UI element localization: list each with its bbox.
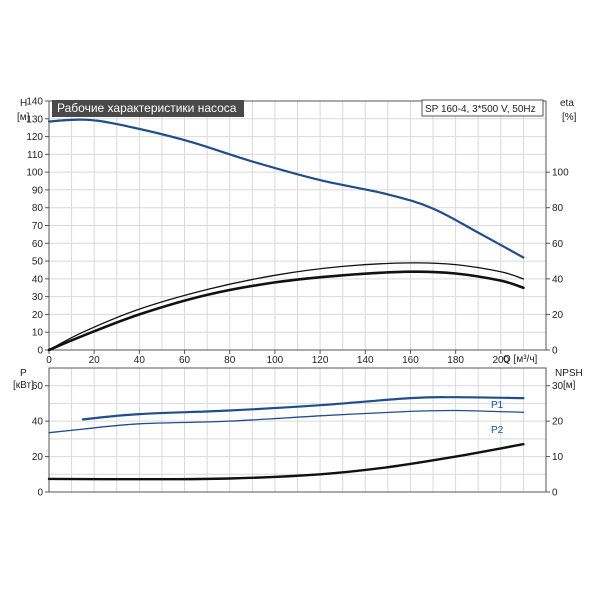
x-tick-label: 120 [312,355,329,366]
bottom-right-tick-label: 20 [552,417,564,428]
top-left-tick-label: 50 [32,257,44,268]
bottom-right-tick-label: 0 [552,488,558,499]
bottom-left-tick-label: 0 [37,488,43,499]
top-left-tick-label: 20 [32,310,44,321]
model-box [421,99,544,117]
x-tick-label: 160 [402,355,419,366]
x-tick-label: 100 [267,355,284,366]
series-label-p2: P2 [491,425,504,436]
top-panel-grid [49,101,546,350]
top-left-tick-label: 70 [32,221,44,232]
efficiency-curve-1 [48,262,525,351]
top-panel-series [47,118,525,352]
top-right-axis-label: eta [560,98,574,109]
top-right-tick-label: 20 [552,310,564,321]
top-right-tick-label: 60 [552,239,564,250]
top-left-tick-label: 80 [32,203,44,214]
bottom-right-axis-label: NPSH [555,368,583,379]
efficiency-curve-2 [47,270,525,352]
top-right-tick-label: 80 [552,203,564,214]
x-axis-label: Q [м³/ч] [503,354,538,365]
top-right-tick-label: 100 [552,168,569,179]
x-tick-label: 60 [179,355,191,366]
bottom-right-axis-unit: [м] [563,380,576,391]
bottom-left-tick-label: 40 [32,417,44,428]
bottom-panel-series [47,396,525,481]
bottom-right-tick-label: 30 [552,381,564,392]
bottom-left-axis-label: P [20,368,27,379]
top-right-tick-label: 0 [552,346,558,357]
x-tick-label: 140 [357,355,374,366]
bottom-right-tick-label: 10 [552,452,564,463]
x-tick-label: 200 [492,355,509,366]
bottom-panel-ticks: 0 20 40 60 0 10 20 30 [32,381,564,498]
top-left-axis-label: H [20,98,27,109]
bottom-left-tick-label: 60 [32,381,44,392]
top-left-tick-label: 100 [26,168,43,179]
x-tick-label: 20 [89,355,101,366]
bottom-left-axis-unit: [кВт] [13,380,34,391]
x-tick-label: 40 [134,355,146,366]
top-left-axis-unit: [м] [17,112,30,123]
top-left-tick-label: 10 [32,328,44,339]
head-curve [47,118,525,259]
top-left-tick-label: 140 [26,97,43,108]
top-left-tick-label: 110 [27,150,43,161]
npsh-curve [47,443,525,481]
top-left-tick-label: 30 [32,292,44,303]
bottom-panel-frame [48,367,547,493]
chart-title-box [52,100,244,117]
top-right-tick-label: 40 [552,274,564,285]
top-right-axis-unit: [%] [562,112,577,123]
x-tick-label: 0 [46,355,52,366]
top-left-tick-label: 130 [26,114,43,125]
top-left-tick-label: 90 [32,185,44,196]
top-left-tick-label: 60 [32,239,44,250]
bottom-panel-grid [49,368,546,492]
chart-title: Рабочие характеристики насоса [57,101,237,115]
bottom-left-tick-label: 20 [32,452,44,463]
x-tick-label: 180 [447,355,464,366]
series-label-p1: P1 [491,400,504,411]
top-left-tick-label: 40 [32,274,44,285]
power-p2-curve [48,409,525,434]
top-left-tick-label: 120 [26,132,43,143]
top-panel-ticks: 0 10 20 30 40 50 60 70 80 90 100 110 120 130 140 0 20 40 6… [26,97,569,367]
top-left-tick-label: 0 [37,346,43,357]
x-tick-label: 80 [224,355,236,366]
power-p1-curve [81,396,525,421]
model-label: SP 160-4, 3*500 V, 50Hz [425,104,536,115]
